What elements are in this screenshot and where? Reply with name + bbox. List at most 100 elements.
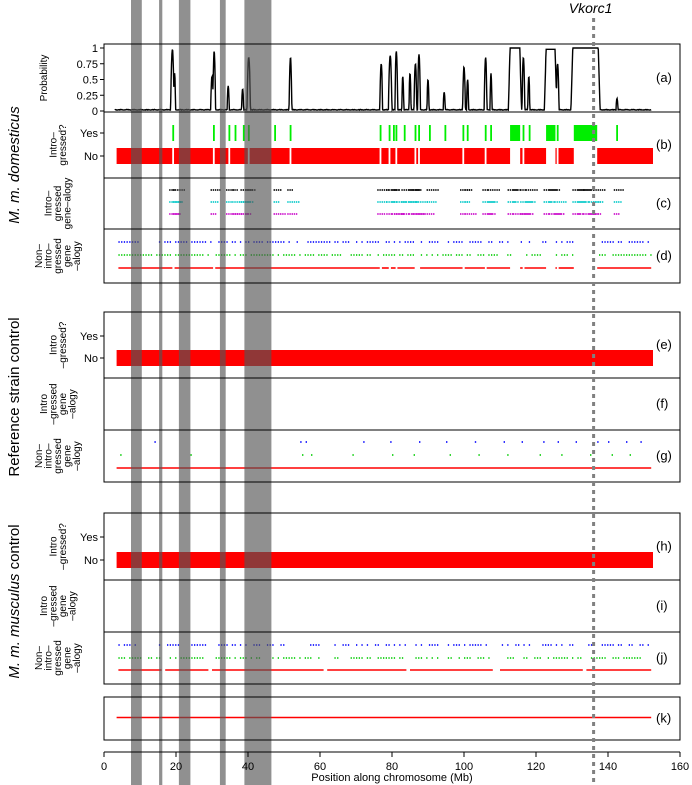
genealogy-dot-c [418,189,421,191]
genealogy-dot-c [553,189,555,191]
genealogy-dot-d [234,254,236,256]
genealogy-dot-d [194,241,196,243]
genealogy-dot-d [604,254,606,256]
genealogy-dot-c [430,213,433,215]
genealogy-dot-c [433,213,435,215]
genealogy-dot-d [531,254,533,256]
genealogy-dot-j [123,657,126,659]
genealogy-dot-c [492,201,494,203]
genealogy-dot-d [299,254,301,256]
genealogy-dot-c [291,201,293,203]
genealogy-dot-c [527,213,530,215]
genealogy-dot-g [363,441,365,443]
y-label-line: gene [63,244,74,267]
genealogy-dot-d [631,241,633,243]
genealogy-dot-d [358,254,360,256]
y-label-line: gene–alogy [63,178,74,230]
genealogy-dot-d [239,241,242,243]
genealogy-dot-d [599,254,601,256]
genealogy-dot-d [572,254,574,256]
genealogy-dot-c [379,201,381,203]
genealogy-dot-c [422,213,424,215]
genealogy-dot-j [472,644,474,646]
no-gap-b [510,148,521,164]
genealogy-dot-d [175,254,177,256]
genealogy-dot-g [590,454,592,456]
genealogy-dot-c [177,201,179,203]
genealogy-dot-c [426,189,428,191]
genealogy-dot-c [214,213,217,215]
y-label-line: –alogy [72,441,83,470]
vkorc1-label: Vkorc1 [569,0,613,16]
genealogy-dot-c [574,201,576,203]
genealogy-dot-d [563,254,566,256]
genealogy-dot-d [393,241,396,243]
genealogy-dot-c [464,213,466,215]
genealogy-dot-c [536,189,538,191]
y-label-line: Intro– [48,132,59,158]
genealogy-dot-j [175,657,177,659]
genealogy-dot-c [555,189,557,191]
genealogy-dot-d [447,254,450,256]
genealogy-dot-c [618,213,620,215]
genealogy-dot-d [296,241,298,243]
genealogy-dot-j [474,644,477,646]
genealogy-dot-c [578,189,581,191]
genealogy-dot-c [403,213,405,215]
genealogy-dot-c [488,201,491,203]
genealogy-dot-j [334,644,336,646]
genealogy-dot-d [388,254,390,256]
genealogy-dot-c [516,189,518,191]
genealogy-dot-j [626,657,628,659]
genealogy-dot-c [597,213,599,215]
genealogy-dot-c [595,201,597,203]
y-tick-label-e: No [84,353,98,365]
genealogy-dot-j [318,657,320,659]
genealogy-dot-j [353,657,355,659]
genealogy-dot-j [404,644,406,646]
genealogy-dot-c [620,201,622,203]
genealogy-dot-d [126,241,128,243]
genealogy-dot-c [412,213,414,215]
genealogy-dot-d [615,254,617,256]
genealogy-dot-j [283,657,285,659]
genealogy-dot-c [613,201,616,203]
genealogy-dot-d [461,241,463,243]
genealogy-dot-c [588,201,590,203]
genealogy-dot-c [470,189,473,191]
genealogy-dot-c [386,213,388,215]
x-axis-label: Position along chromosome (Mb) [311,772,472,784]
genealogy-dot-d [283,254,285,256]
genealogy-dot-c [240,201,242,203]
genealogy-dot-c [273,213,275,215]
genealogy-dot-c [460,201,462,203]
genealogy-dot-j [242,657,244,659]
genealogy-dot-d [291,254,293,256]
genealogy-dot-d [345,241,347,243]
genealogy-dot-j [642,644,644,646]
genealogy-dot-j [388,657,390,659]
genealogy-dot-c [379,213,381,215]
genealogy-dot-g [597,441,599,443]
genealogy-dot-c [174,189,177,191]
yes-block-b [573,125,598,141]
genealogy-dot-d [191,254,193,256]
genealogy-dot-c [417,213,420,215]
genealogy-dot-g [390,441,392,443]
genealogy-dot-c [515,201,517,203]
genealogy-dot-c [383,201,386,203]
genealogy-dot-c [565,201,567,203]
genealogy-dot-c [415,189,418,191]
genealogy-dot-d [420,254,423,256]
genealogy-dot-d [404,241,406,243]
genealogy-dot-g [557,441,559,443]
panel-tag-c: (c) [656,196,671,211]
genealogy-dot-d [636,254,639,256]
genealogy-dot-d [472,241,474,243]
genealogy-dot-d [150,254,153,256]
genealogy-dot-d [383,254,385,256]
genealogy-dot-c [529,213,532,215]
genealogy-dot-c [177,213,180,215]
genealogy-dot-j [196,657,198,659]
